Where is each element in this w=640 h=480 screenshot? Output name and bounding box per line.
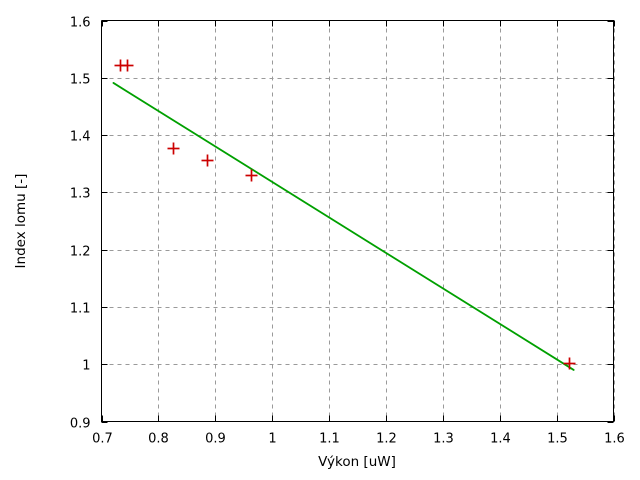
data-markers (114, 59, 576, 370)
data-point-marker (563, 357, 576, 370)
y-tick-label: 1.5 (70, 73, 91, 88)
y-gridlines (101, 78, 614, 365)
y-tick-label: 1.6 (70, 16, 91, 31)
x-tick-label: 1.4 (490, 432, 511, 447)
y-tick-labels: 0.9 1 1.1 1.2 1.3 1.4 1.5 1.6 (70, 16, 91, 432)
x-tick-label: 1 (268, 432, 276, 447)
plot-frame (100, 19, 615, 423)
x-tick-label: 1.5 (547, 432, 568, 447)
x-tick-label: 1.2 (376, 432, 397, 447)
y-tick-label: 1.4 (70, 130, 91, 145)
fit-line (112, 82, 575, 371)
x-tick-label: 1.3 (433, 432, 454, 447)
x-tick-label: 0.8 (148, 432, 169, 447)
x-tick-label: 0.7 (92, 432, 113, 447)
data-point-marker (167, 142, 180, 155)
y-tick-label: 1 (82, 359, 90, 374)
fit-line-path (112, 82, 575, 371)
data-point-marker (201, 154, 214, 167)
x-axis-title: Výkon [uW] (318, 454, 396, 470)
data-point-marker (121, 59, 134, 72)
y-tick-label: 1.1 (70, 302, 91, 317)
y-tick-label: 1.2 (70, 245, 91, 260)
data-point-marker (245, 169, 258, 182)
y-tick-label: 0.9 (70, 417, 91, 432)
x-tick-label: 0.9 (205, 432, 226, 447)
x-tick-label: 1.6 (604, 432, 625, 447)
y-tick-label: 1.3 (70, 187, 91, 202)
y-axis-title: Index lomu [-] (13, 174, 29, 269)
x-tick-label: 1.1 (319, 432, 340, 447)
x-gridlines (158, 20, 615, 422)
x-tick-labels: 0.7 0.8 0.9 1 1.1 1.2 1.3 1.4 1.5 1.6 (92, 432, 625, 447)
y-tickmarks (101, 20, 614, 424)
